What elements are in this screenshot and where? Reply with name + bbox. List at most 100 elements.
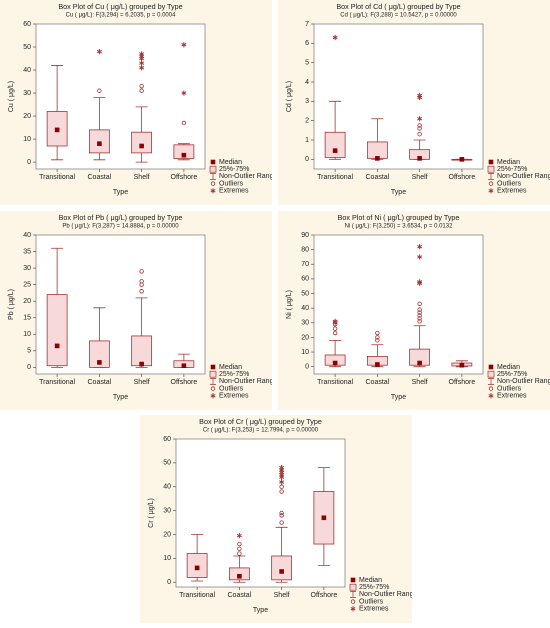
- y-tick-label: 40: [163, 484, 171, 491]
- legend-label: 25%-75%: [219, 166, 249, 173]
- chart-subtitle: Cd ( μg/L): F(3,288) = 10.5427, p = 0.00…: [340, 13, 457, 19]
- y-tick-label: 10: [23, 136, 31, 143]
- x-tick-label: Shelf: [134, 379, 150, 386]
- legend-marker: [488, 364, 494, 370]
- box: [88, 340, 110, 368]
- chart: Box Plot of Cd ( μg/L) grouped by Type Cd…: [286, 2, 550, 196]
- y-tick-label: 0: [27, 364, 31, 371]
- outlier: [139, 83, 144, 89]
- outlier: [332, 326, 338, 331]
- outlier: [139, 269, 144, 274]
- y-tick-label: 30: [23, 90, 31, 97]
- outlier: [279, 510, 284, 516]
- x-axis-label: Type: [391, 189, 406, 196]
- y-axis-label: Cr ( μg/L): [148, 498, 155, 528]
- y-tick-label: 20: [301, 334, 309, 341]
- x-tick-label: Shelf: [412, 174, 428, 181]
- legend-marker: [487, 165, 495, 173]
- x-tick-label: Transitional: [39, 174, 75, 181]
- extreme: [417, 279, 423, 285]
- legend-label: 25%-75%: [219, 371, 249, 378]
- outlier: [417, 307, 422, 312]
- box: [131, 335, 153, 367]
- outlier: [139, 88, 144, 93]
- y-tick-label: 7: [305, 21, 309, 28]
- legend-label: Median: [219, 364, 242, 371]
- outlier: [237, 551, 242, 556]
- extreme: [417, 116, 423, 122]
- legend-marker: [488, 173, 494, 180]
- x-tick-label: Shelf: [274, 592, 290, 599]
- x-axis-label: Type: [391, 394, 406, 401]
- x-tick-label: Coastal: [88, 174, 112, 181]
- y-tick-label: 30: [23, 265, 31, 272]
- chart-panel: Box Plot of Cr ( μg/L) grouped by Type Cr…: [140, 415, 418, 623]
- x-tick-label: Coastal: [366, 379, 390, 386]
- chart-title: Box Plot of Ni ( μg/L) grouped by Type: [338, 213, 460, 222]
- legend-label: Non-Outlier Range: [497, 173, 550, 180]
- y-tick-label: 20: [23, 298, 31, 305]
- x-tick-label: Transitional: [317, 174, 353, 181]
- legend-label: Median: [359, 577, 382, 584]
- x-tick-label: Coastal: [88, 379, 112, 386]
- legend-label: Extremes: [359, 606, 389, 613]
- legend-marker: [210, 386, 216, 391]
- y-tick-label: 60: [301, 276, 309, 283]
- y-tick-label: 20: [23, 113, 31, 120]
- legend-label: 25%-75%: [359, 584, 389, 591]
- outlier: [139, 289, 144, 294]
- median: [417, 156, 422, 161]
- extreme: [332, 34, 338, 41]
- y-tick-label: 10: [23, 331, 31, 338]
- y-tick-label: 80: [301, 246, 309, 253]
- legend-marker: [350, 591, 356, 598]
- chart: Box Plot of Ni ( μg/L) grouped by Type Ni…: [286, 213, 550, 401]
- box: [366, 141, 388, 159]
- x-axis-label: Type: [113, 394, 128, 401]
- median: [375, 362, 380, 367]
- box: [173, 144, 195, 160]
- y-tick-label: 10: [301, 349, 309, 356]
- y-axis-label: Cd ( μg/L): [286, 81, 293, 112]
- legend-marker: [350, 577, 356, 583]
- x-axis-label: Type: [253, 607, 268, 614]
- chart-panel: Box Plot of Pb ( μg/L) grouped by Type Pb…: [0, 211, 278, 410]
- chart-subtitle: Pb ( μg/L): F(3,287) = 14.8884, p = 0.00…: [62, 224, 179, 230]
- legend-marker: [209, 165, 217, 173]
- outlier: [417, 319, 422, 324]
- y-tick-label: 1: [305, 137, 309, 144]
- chart: Box Plot of Cr ( μg/L) grouped by Type Cr…: [148, 417, 418, 614]
- chart-title: Box Plot of Cd ( μg/L) grouped by Type: [336, 2, 460, 11]
- extreme: [139, 60, 145, 66]
- legend-label: Extremes: [219, 393, 249, 400]
- extreme: [236, 533, 242, 539]
- y-tick-label: 25: [23, 281, 31, 288]
- legend-marker: [210, 393, 216, 399]
- legend-label: Non-Outlier Range: [497, 378, 550, 385]
- y-tick-label: 5: [305, 60, 309, 67]
- y-axis-label: Pb ( μg/L): [8, 289, 15, 320]
- legend-label: Non-Outlier Range: [219, 378, 272, 385]
- chart-panel: Box Plot of Cu ( μg/L) grouped by Type Cu…: [0, 0, 277, 205]
- chart: Box Plot of Pb ( μg/L) grouped by Type Pb…: [8, 213, 278, 401]
- legend-label: Median: [219, 159, 242, 166]
- y-tick-label: 60: [163, 436, 171, 443]
- legend-marker: [210, 173, 216, 180]
- box: [88, 129, 110, 154]
- outlier: [417, 313, 422, 318]
- outlier: [97, 88, 102, 93]
- chart-subtitle: Cu ( μg/L): F(3,294) = 6.2035, p = 0.000…: [66, 13, 177, 19]
- y-tick-label: 5: [27, 348, 31, 355]
- legend-label: Extremes: [497, 393, 527, 400]
- x-tick-label: Transitional: [317, 379, 353, 386]
- legend-label: Extremes: [497, 188, 527, 195]
- median: [139, 143, 144, 149]
- box: [46, 294, 68, 367]
- median: [139, 361, 144, 367]
- outlier: [417, 126, 422, 131]
- extreme: [181, 42, 187, 48]
- median: [459, 157, 465, 162]
- extreme: [139, 51, 145, 57]
- legend-label: Outliers: [359, 598, 384, 605]
- y-tick-label: 0: [305, 156, 309, 163]
